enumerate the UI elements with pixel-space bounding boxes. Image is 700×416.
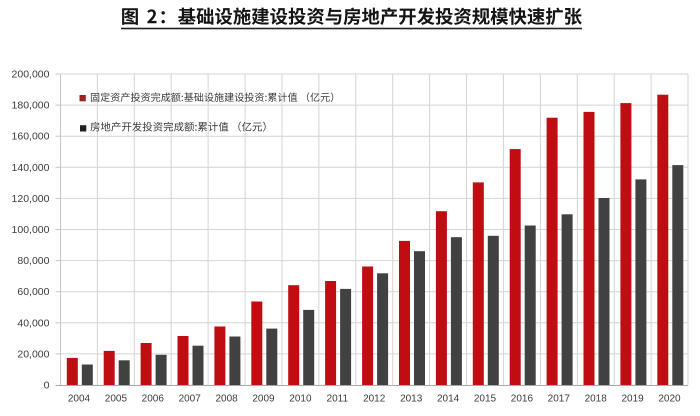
svg-text:2004: 2004 — [68, 394, 91, 405]
svg-text:80,000: 80,000 — [17, 255, 49, 267]
svg-text:60,000: 60,000 — [17, 286, 49, 298]
svg-text:20,000: 20,000 — [17, 348, 49, 360]
svg-text:2008: 2008 — [215, 394, 238, 405]
svg-text:0: 0 — [44, 380, 50, 392]
svg-text:2014: 2014 — [437, 394, 460, 405]
svg-text:2006: 2006 — [142, 394, 165, 405]
svg-text:2010: 2010 — [289, 394, 312, 405]
svg-text:2013: 2013 — [400, 394, 423, 405]
svg-text:2015: 2015 — [474, 394, 497, 405]
svg-text:40,000: 40,000 — [17, 317, 49, 329]
svg-text:200,000: 200,000 — [12, 69, 50, 81]
svg-text:2012: 2012 — [363, 394, 386, 405]
svg-text:2020: 2020 — [658, 394, 681, 405]
svg-text:100,000: 100,000 — [12, 224, 50, 236]
svg-text:140,000: 140,000 — [12, 162, 50, 174]
svg-text:2017: 2017 — [548, 394, 571, 405]
svg-text:2011: 2011 — [327, 394, 349, 405]
svg-text:120,000: 120,000 — [12, 193, 50, 205]
svg-text:180,000: 180,000 — [12, 100, 50, 112]
svg-text:2009: 2009 — [252, 394, 275, 405]
svg-text:160,000: 160,000 — [12, 131, 50, 143]
svg-text:2019: 2019 — [621, 394, 644, 405]
svg-text:2007: 2007 — [179, 394, 202, 405]
svg-text:2005: 2005 — [105, 394, 128, 405]
svg-text:2016: 2016 — [511, 394, 534, 405]
svg-text:2018: 2018 — [585, 394, 608, 405]
